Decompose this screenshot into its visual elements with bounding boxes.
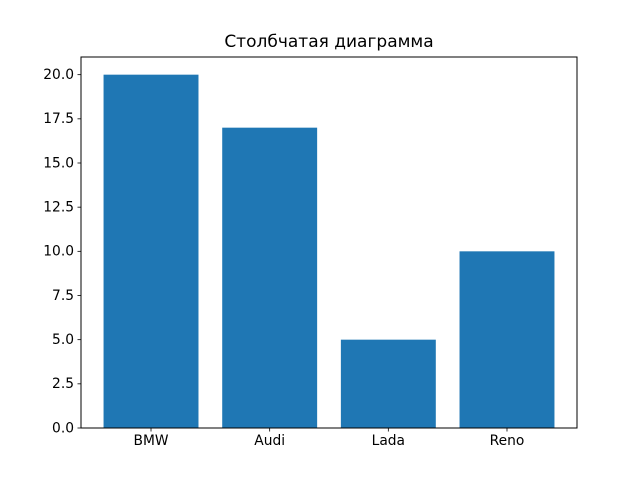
x-tick-label: BMW (134, 433, 169, 449)
y-tick-label: 0.0 (52, 420, 74, 436)
y-tick-label: 12.5 (43, 200, 74, 216)
y-tick-label: 20.0 (43, 67, 74, 83)
y-tick-label: 10.0 (43, 244, 74, 260)
bar-lada (340, 339, 436, 428)
bar-bmw (103, 74, 199, 429)
axes-spines (80, 56, 578, 429)
y-tick-label: 5.0 (52, 332, 74, 348)
bar-reno (459, 251, 555, 428)
y-tick-label: 15.0 (43, 155, 74, 171)
y-tick-label: 2.5 (52, 376, 74, 392)
x-tick-label: Lada (372, 433, 405, 449)
y-tick-label: 7.5 (52, 288, 74, 304)
x-tick-label: Reno (490, 433, 525, 449)
bar-audi (222, 127, 318, 429)
chart-title: Столбчатая диаграмма (224, 32, 433, 52)
y-tick-label: 17.5 (43, 111, 74, 127)
bars-layer (103, 74, 555, 429)
x-tick-label: Audi (254, 433, 285, 449)
axes-layer: 0.0 2.5 5.0 7.5 10.0 12.5 15.0 17.5 20.0 BMW Audi L… (43, 56, 578, 449)
